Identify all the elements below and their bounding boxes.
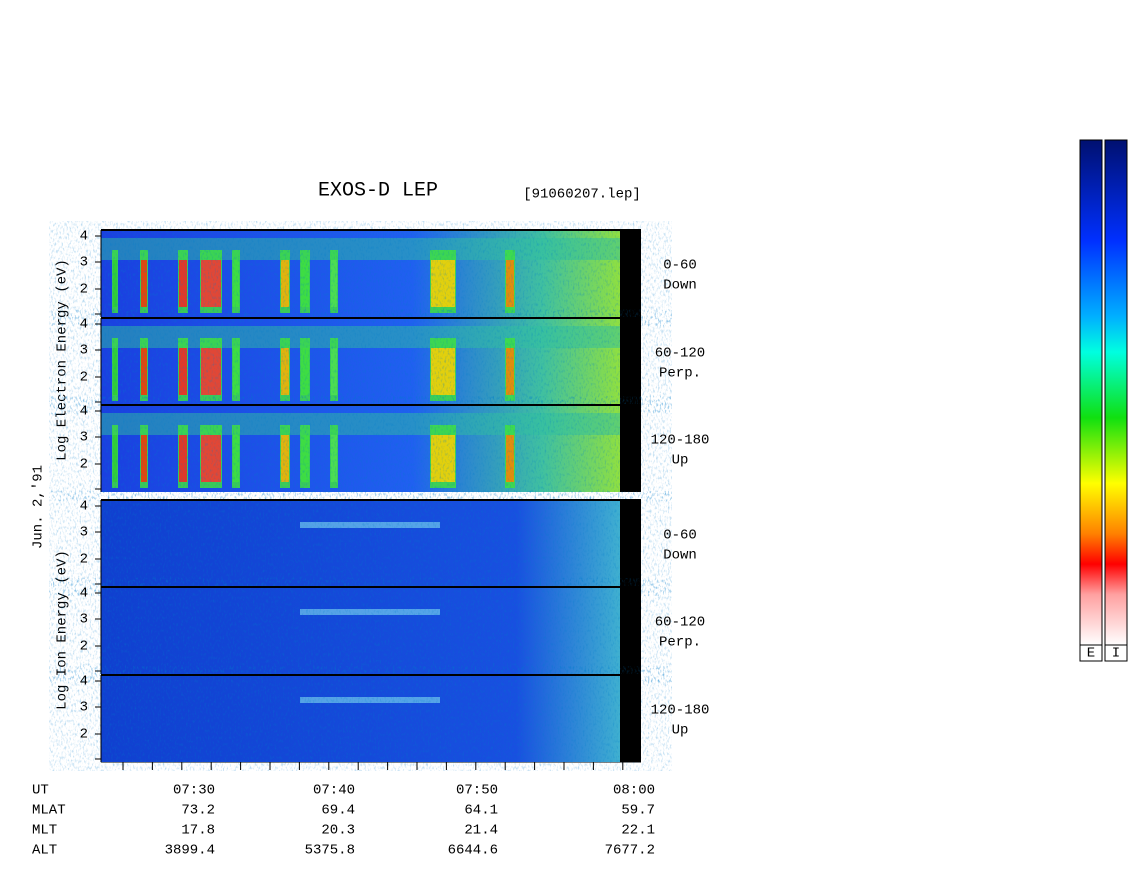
- y-tick-label: 3: [80, 525, 88, 541]
- orbit-value: 6644.6: [448, 843, 498, 859]
- orbit-value: 20.3: [321, 823, 355, 839]
- y-tick-label: 4: [80, 404, 88, 420]
- data-gap: [620, 318, 641, 405]
- spectrogram-noise: [101, 405, 620, 492]
- orbit-label: UT: [32, 783, 49, 799]
- y-tick-label: 4: [80, 317, 88, 333]
- colorbars: E I: [1079, 139, 1128, 662]
- orbit-label: MLT: [32, 823, 57, 839]
- orbit-value: 21.4: [464, 823, 498, 839]
- panel-range: 60-120: [655, 346, 705, 362]
- orbit-value: 07:30: [173, 783, 215, 799]
- y-tick-label: 2: [80, 639, 88, 655]
- y-tick-label: 2: [80, 370, 88, 386]
- panel-direction: Down: [663, 548, 697, 564]
- panel-direction: Up: [672, 453, 689, 469]
- colorbar: [1104, 139, 1128, 646]
- panel-direction: Perp.: [659, 635, 701, 651]
- y-tick-label: 2: [80, 457, 88, 473]
- y-tick-label: 4: [80, 499, 88, 515]
- orbit-value: 3899.4: [165, 843, 215, 859]
- panel-range: 0-60: [663, 528, 697, 544]
- orbit-label: ALT: [32, 843, 57, 859]
- orbit-label: MLAT: [32, 803, 66, 819]
- title: EXOS-D LEP: [318, 179, 438, 202]
- orbit-value: 5375.8: [305, 843, 355, 859]
- y-tick-label: 2: [80, 552, 88, 568]
- colorbar-label: I: [1112, 646, 1120, 662]
- file-name: [91060207.lep]: [523, 187, 641, 203]
- y-tick-label: 3: [80, 612, 88, 628]
- spectrogram-noise: [101, 500, 620, 587]
- orbit-value: 7677.2: [605, 843, 655, 859]
- orbit-value: 69.4: [321, 803, 355, 819]
- orbit-value: 08:00: [613, 783, 655, 799]
- spectrogram-noise: [101, 318, 620, 405]
- y-tick-label: 2: [80, 282, 88, 298]
- date-label: Jun. 2,'91: [31, 465, 47, 549]
- spectrogram-noise: [101, 675, 620, 762]
- orbit-value: 07:50: [456, 783, 498, 799]
- colorbar-label: E: [1087, 646, 1095, 662]
- orbit-value: 59.7: [621, 803, 655, 819]
- y-tick-label: 3: [80, 255, 88, 271]
- axis-label: Log Ion Energy (eV): [55, 550, 71, 710]
- data-gap: [620, 675, 641, 762]
- colorbar-label-box: [1104, 644, 1128, 662]
- data-gap: [620, 230, 641, 317]
- y-tick-label: 2: [80, 727, 88, 743]
- panel-range: 0-60: [663, 258, 697, 274]
- axis-label: Log Electron Energy (eV): [55, 259, 71, 461]
- orbit-value: 73.2: [181, 803, 215, 819]
- y-tick-label: 3: [80, 343, 88, 359]
- data-gap: [620, 405, 641, 492]
- panel-direction: Down: [663, 278, 697, 294]
- spectrogram-noise: [101, 587, 620, 674]
- panel-range: 60-120: [655, 615, 705, 631]
- orbit-value: 64.1: [464, 803, 498, 819]
- data-gap: [620, 500, 641, 587]
- orbit-value: 17.8: [181, 823, 215, 839]
- orbit-value: 22.1: [621, 823, 655, 839]
- colorbar: [1079, 139, 1103, 646]
- y-tick-label: 4: [80, 586, 88, 602]
- y-tick-label: 3: [80, 700, 88, 716]
- colorbar-label-box: [1079, 644, 1103, 662]
- orbit-value: 07:40: [313, 783, 355, 799]
- panel-direction: Perp.: [659, 366, 701, 382]
- panel-range: 120-180: [651, 433, 710, 449]
- y-tick-label: 4: [80, 674, 88, 690]
- spectrogram-noise: [101, 230, 620, 317]
- panel-direction: Up: [672, 723, 689, 739]
- data-gap: [620, 587, 641, 674]
- y-tick-label: 4: [80, 229, 88, 245]
- y-tick-label: 3: [80, 430, 88, 446]
- panel-range: 120-180: [651, 703, 710, 719]
